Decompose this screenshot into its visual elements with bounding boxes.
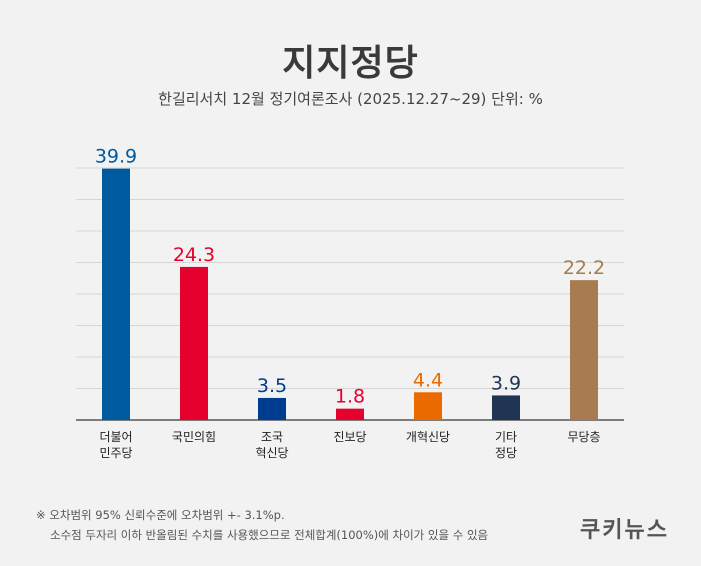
data-label: 39.9: [95, 146, 137, 168]
value-labels: 39.9 24.3 3.5 1.8 4.4 3.9 22.2: [95, 146, 605, 408]
data-label: 3.9: [491, 372, 521, 394]
page-subtitle: 한길리서치 12월 정기여론조사 (2025.12.27~29) 단위: %: [158, 90, 543, 108]
page-title: 지지정당: [282, 43, 419, 84]
data-label: 3.5: [257, 375, 287, 397]
x-tick-label: 진보당: [333, 430, 366, 444]
data-label: 4.4: [413, 369, 443, 391]
bar: [102, 168, 130, 420]
bar: [570, 280, 598, 420]
bar: [336, 408, 364, 420]
x-tick-label: 더불어: [99, 430, 132, 444]
x-tick-label: 기타: [495, 430, 517, 444]
footnote-line-1: ※ 오차범위 95% 신뢰수준에 오차범위 +- 3.1%p.: [36, 508, 285, 522]
x-tick-label: 조국: [261, 430, 283, 444]
x-tick-label: 정당: [495, 446, 517, 460]
x-tick-label: 개혁신당: [406, 430, 450, 444]
bar: [180, 266, 208, 420]
brand-logo: 쿠키뉴스: [580, 518, 669, 543]
data-label: 1.8: [335, 386, 365, 408]
footnote: ※ 오차범위 95% 신뢰수준에 오차범위 +- 3.1%p. 소수점 두자리 …: [36, 505, 488, 545]
x-tick-label: 국민의힘: [172, 430, 216, 444]
footnote-line-2: 소수점 두자리 이하 반올림된 수치를 사용했으므로 전체합계(100%)에 차…: [50, 528, 489, 542]
grid-lines: [76, 167, 624, 421]
x-tick-label: 무당층: [567, 430, 600, 444]
data-label: 24.3: [173, 244, 215, 266]
data-label: 22.2: [563, 257, 605, 279]
bar: [258, 397, 286, 420]
bar: [414, 392, 442, 420]
bar: [492, 395, 520, 420]
x-tick-label: 혁신당: [255, 446, 288, 460]
bars: [102, 168, 598, 420]
x-tick-label: 민주당: [99, 446, 132, 460]
